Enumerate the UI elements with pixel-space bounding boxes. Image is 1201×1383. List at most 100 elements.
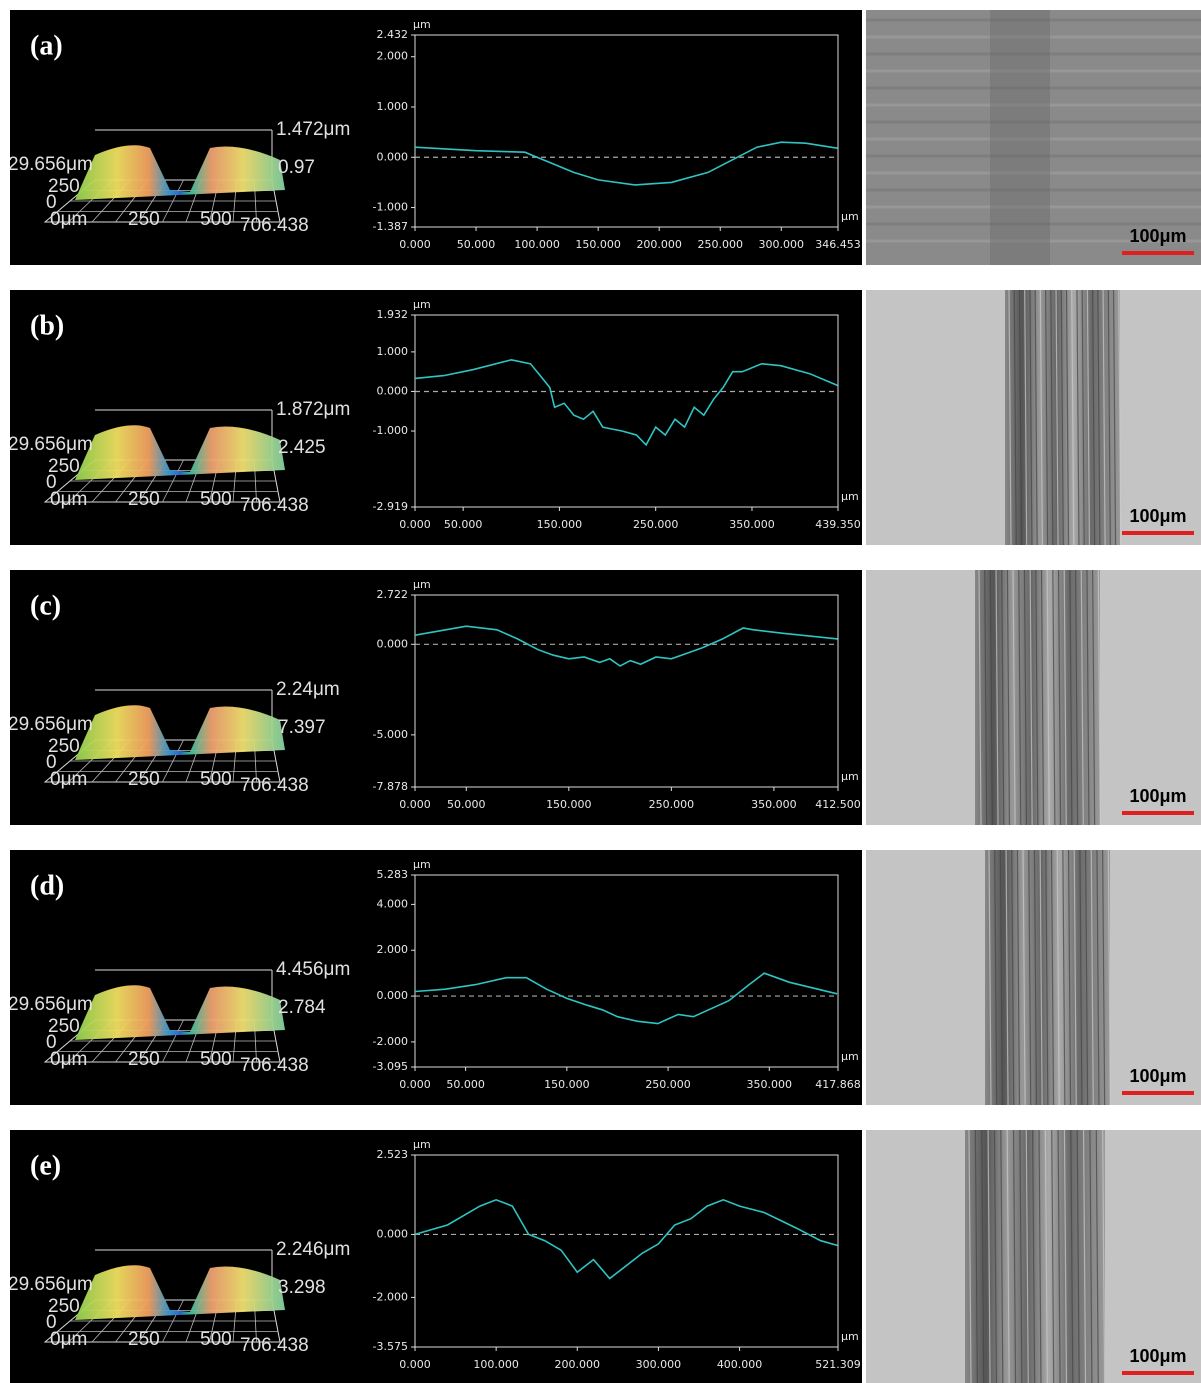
x-tick-label: 150.000 [537, 518, 583, 531]
surface-x-label: 0μm [50, 209, 87, 230]
surface-x-label: 500 [200, 1329, 232, 1350]
surface-top-label: 2.246μm [276, 1239, 350, 1260]
surface-top-label: 4.456μm [276, 959, 350, 980]
surface-bottom-label: 3.298 [278, 1277, 326, 1298]
y-tick-label: 1.000 [377, 100, 409, 113]
x-tick-label: 50.000 [444, 518, 483, 531]
y-tick-label: -1.387 [373, 220, 408, 233]
x-tick-label: 150.000 [544, 1078, 590, 1091]
y-tick-label: 5.283 [377, 868, 409, 881]
x-tick-label: 346.453 [815, 238, 861, 251]
x-unit: μm [841, 490, 859, 503]
y-tick-label: 0.000 [377, 637, 409, 650]
surface-x-label: 0μm [50, 489, 87, 510]
x-tick-label: 200.000 [555, 1358, 601, 1371]
panel-label: (b) [30, 310, 64, 341]
x-tick-label: 0.000 [399, 238, 431, 251]
y-tick-label: 2.000 [377, 943, 409, 956]
x-tick-label: 250.000 [697, 238, 743, 251]
surface-width-label: 29.656μm [8, 1274, 93, 1295]
x-tick-label: 0.000 [399, 1078, 431, 1091]
x-unit: μm [841, 1050, 859, 1063]
panel-label: (c) [30, 590, 61, 621]
y-tick-label: 2.432 [377, 28, 409, 41]
y-tick-label: -3.095 [373, 1060, 408, 1073]
y-tick-label: -1.000 [373, 201, 408, 214]
x-tick-label: 0.000 [399, 518, 431, 531]
x-tick-label: 417.868 [815, 1078, 861, 1091]
x-tick-label: 521.309 [815, 1358, 861, 1371]
y-tick-label: 0.000 [377, 1227, 409, 1240]
y-tick-label: 1.932 [377, 308, 409, 321]
x-tick-label: 350.000 [751, 798, 797, 811]
y-tick-label: -2.000 [373, 1290, 408, 1303]
surface-x-label: 0μm [50, 1329, 87, 1350]
y-unit: μm [413, 18, 431, 31]
y-unit: μm [413, 578, 431, 591]
surface-top-label: 2.24μm [276, 679, 340, 700]
y-tick-label: -2.000 [373, 1035, 408, 1048]
x-tick-label: 439.350 [815, 518, 861, 531]
y-tick-label: 0.000 [377, 989, 409, 1002]
surface-x-label: 706.438 [240, 495, 309, 516]
y-tick-label: -5.000 [373, 728, 408, 741]
x-unit: μm [841, 770, 859, 783]
x-tick-label: 50.000 [447, 798, 486, 811]
y-tick-label: 2.000 [377, 50, 409, 63]
panel-label: (a) [30, 30, 63, 61]
x-tick-label: 0.000 [399, 798, 431, 811]
x-unit: μm [841, 210, 859, 223]
surface-x-label: 250 [128, 1329, 160, 1350]
surface-width-label: 29.656μm [8, 154, 93, 175]
x-tick-label: 0.000 [399, 1358, 431, 1371]
x-tick-label: 250.000 [633, 518, 679, 531]
y-tick-label: 4.000 [377, 897, 409, 910]
x-tick-label: 50.000 [457, 238, 496, 251]
y-tick-label: 2.722 [377, 588, 409, 601]
x-tick-label: 300.000 [759, 238, 805, 251]
surface-x-label: 0μm [50, 1049, 87, 1070]
surface-x-label: 250 [128, 489, 160, 510]
x-tick-label: 250.000 [645, 1078, 691, 1091]
surface-width-label: 29.656μm [8, 994, 93, 1015]
scale-bar-label: 100μm [1129, 1346, 1186, 1366]
surface-x-label: 250 [128, 209, 160, 230]
surface-top-label: 1.472μm [276, 119, 350, 140]
scale-bar-label: 100μm [1129, 1066, 1186, 1086]
x-tick-label: 400.000 [717, 1358, 763, 1371]
y-unit: μm [413, 1138, 431, 1151]
surface-width-label: 29.656μm [8, 434, 93, 455]
x-tick-label: 200.000 [636, 238, 682, 251]
surface-x-label: 500 [200, 769, 232, 790]
surface-x-label: 0μm [50, 769, 87, 790]
scale-bar-label: 100μm [1129, 226, 1186, 246]
surface-bottom-label: 7.397 [278, 717, 326, 738]
y-tick-label: 0.000 [377, 384, 409, 397]
surface-x-label: 500 [200, 489, 232, 510]
surface-top-label: 1.872μm [276, 399, 350, 420]
surface-x-label: 500 [200, 209, 232, 230]
y-tick-label: -7.878 [373, 780, 408, 793]
x-tick-label: 100.000 [514, 238, 560, 251]
surface-x-label: 706.438 [240, 1055, 309, 1076]
surface-x-label: 706.438 [240, 775, 309, 796]
x-tick-label: 350.000 [747, 1078, 793, 1091]
profile-panel [352, 1130, 862, 1383]
surface-x-label: 250 [128, 1049, 160, 1070]
panel-label: (e) [30, 1150, 61, 1181]
y-tick-label: 2.523 [377, 1148, 409, 1161]
x-tick-label: 300.000 [636, 1358, 682, 1371]
y-unit: μm [413, 858, 431, 871]
x-tick-label: 50.000 [446, 1078, 485, 1091]
surface-bottom-label: 2.784 [278, 997, 326, 1018]
x-tick-label: 150.000 [575, 238, 621, 251]
surface-x-label: 500 [200, 1049, 232, 1070]
y-tick-label: 0.000 [377, 150, 409, 163]
x-tick-label: 100.000 [473, 1358, 519, 1371]
x-tick-label: 412.500 [815, 798, 861, 811]
y-tick-label: -2.919 [373, 500, 408, 513]
x-tick-label: 350.000 [729, 518, 775, 531]
scale-bar-label: 100μm [1129, 786, 1186, 806]
y-unit: μm [413, 298, 431, 311]
y-tick-label: 1.000 [377, 345, 409, 358]
